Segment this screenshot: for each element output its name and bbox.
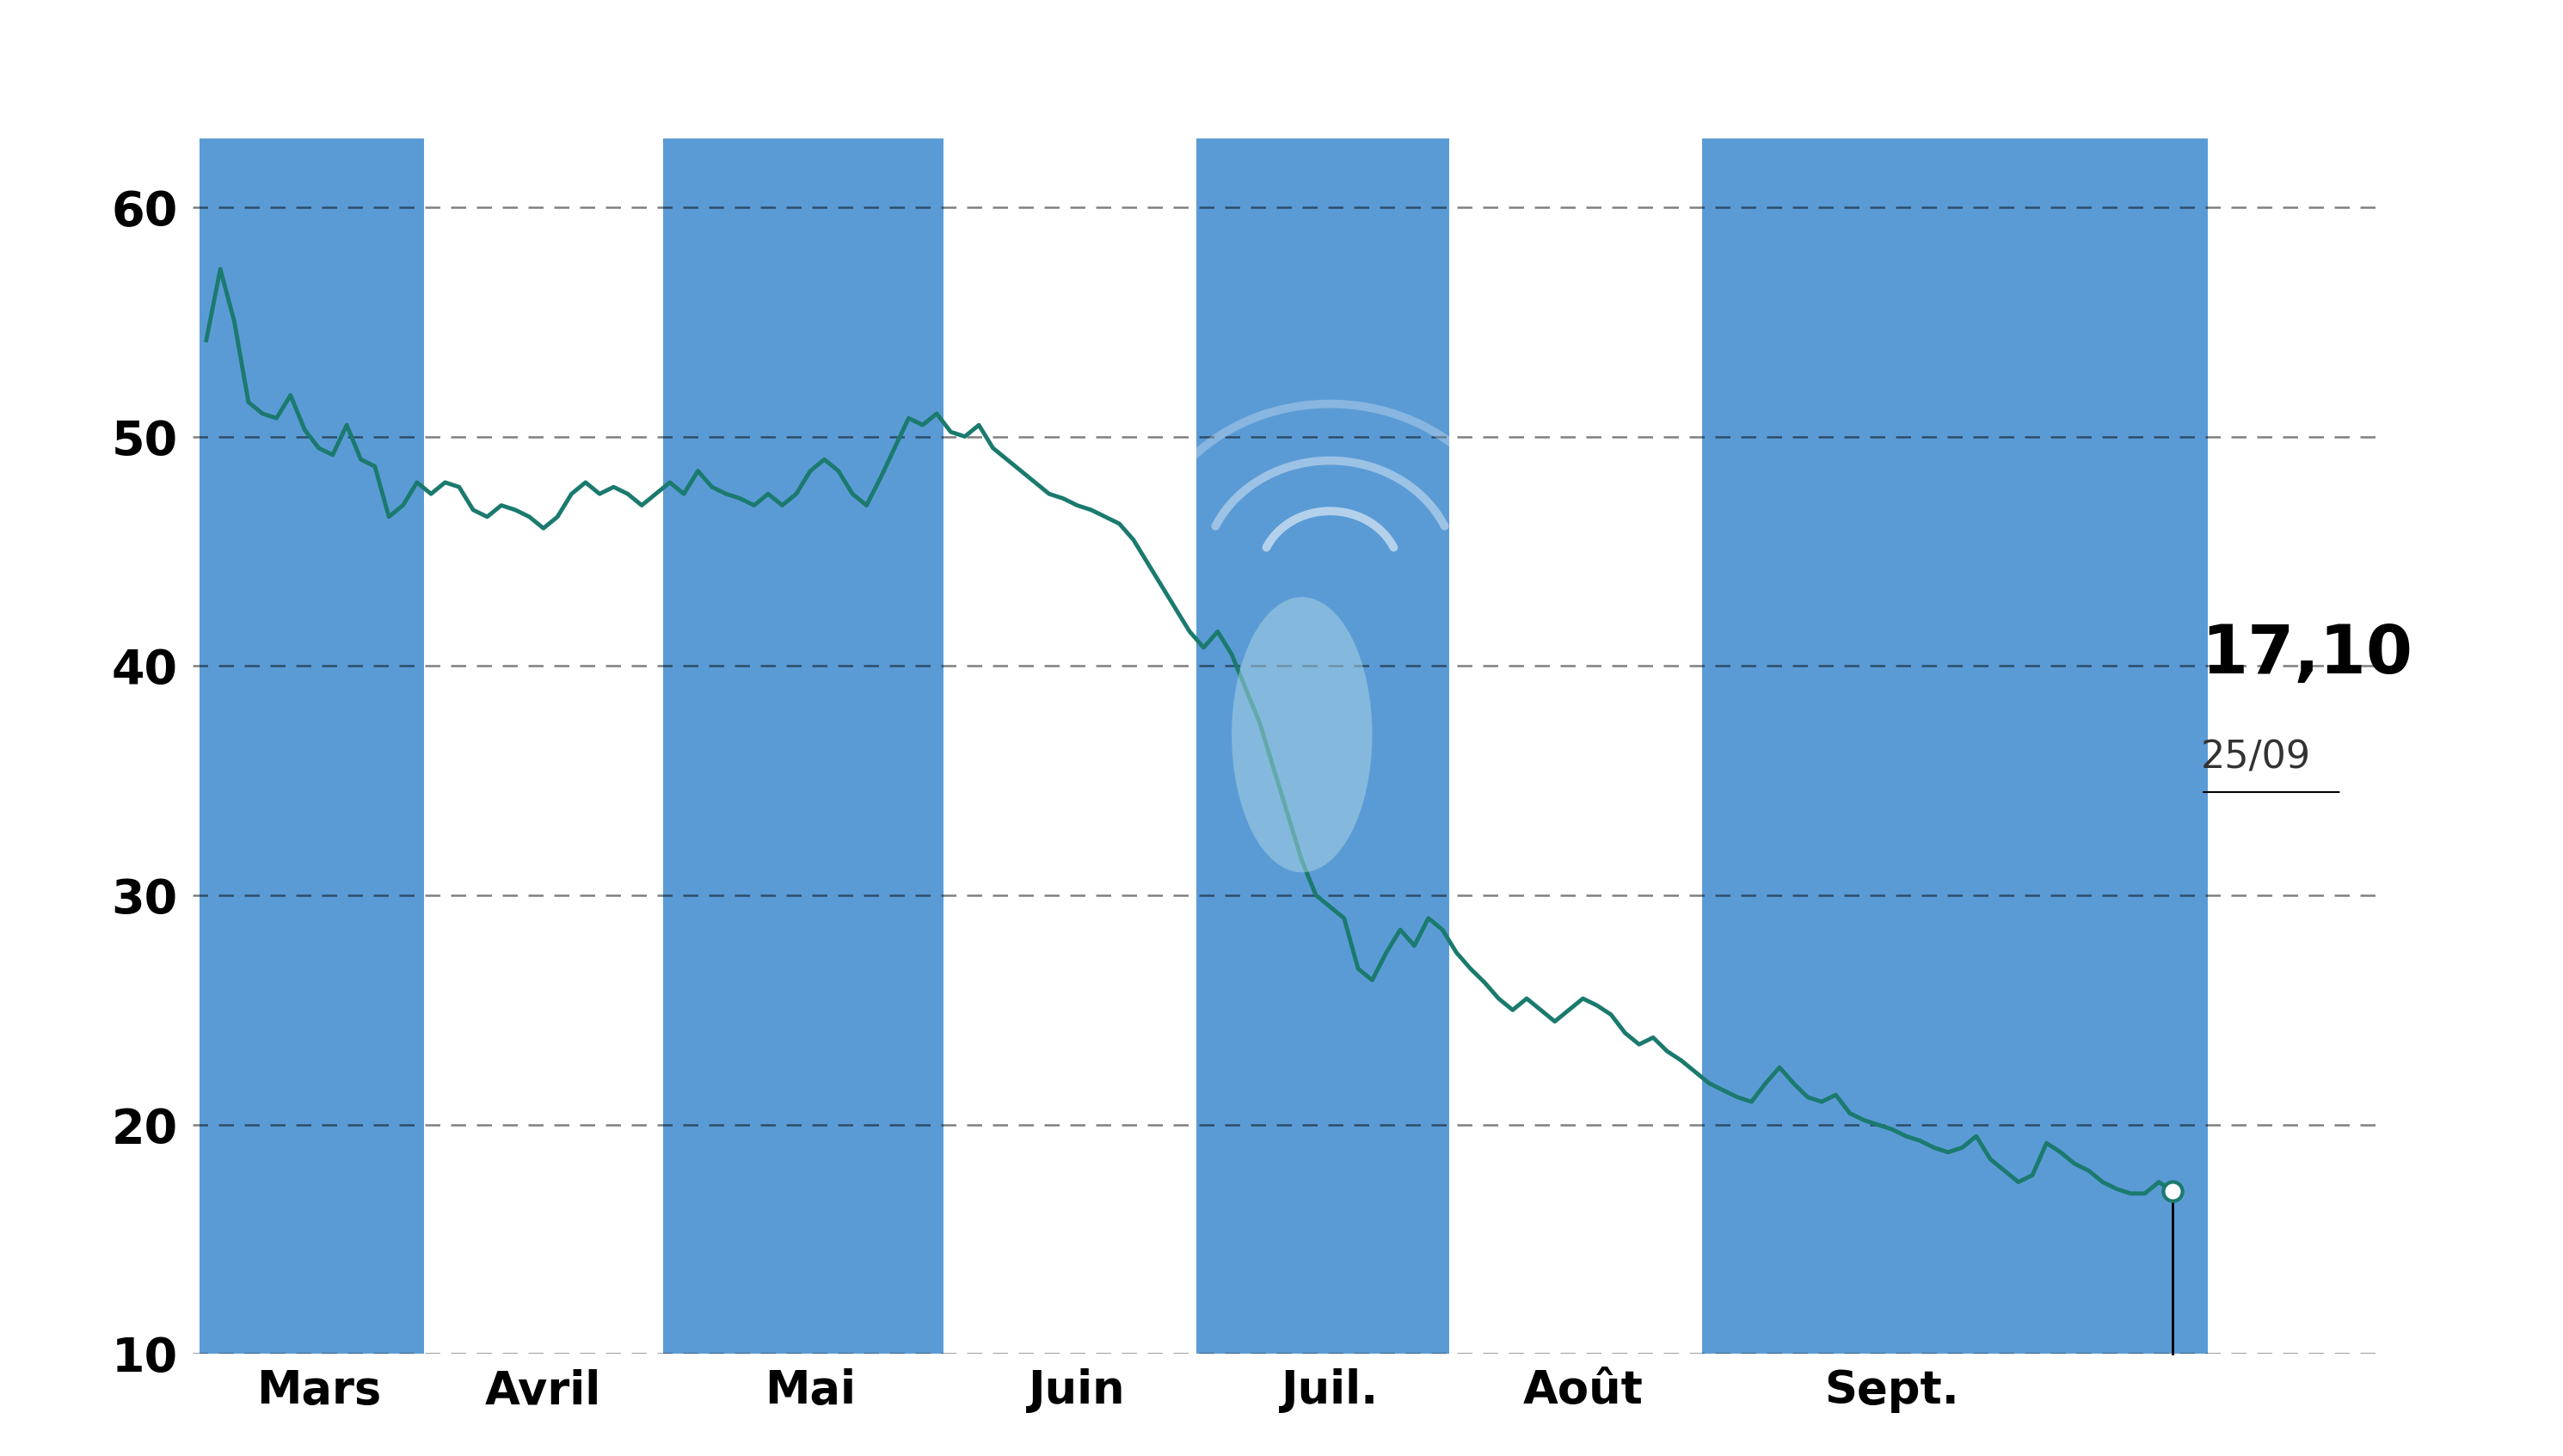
Ellipse shape bbox=[1233, 597, 1371, 872]
Bar bbox=[1197, 138, 1451, 1354]
Text: SMA Solar Technology AG: SMA Solar Technology AG bbox=[664, 20, 1899, 103]
Bar bbox=[200, 138, 423, 1354]
Bar bbox=[664, 138, 943, 1354]
Text: 25/09: 25/09 bbox=[2202, 740, 2312, 776]
Bar bbox=[1702, 138, 2207, 1354]
Text: 17,10: 17,10 bbox=[2202, 622, 2412, 687]
